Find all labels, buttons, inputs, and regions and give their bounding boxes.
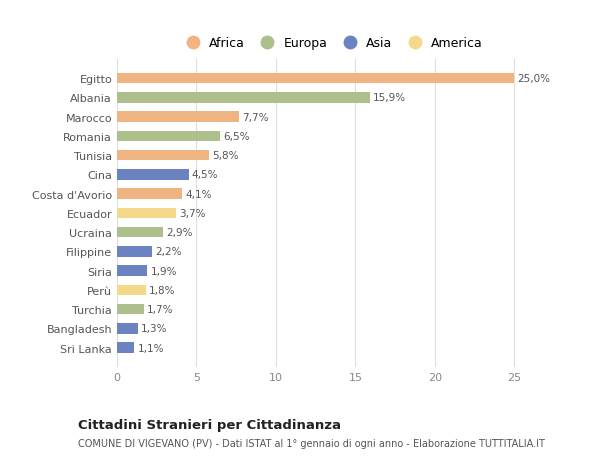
Bar (117, 170, 188, 180)
Bar (117, 227, 163, 238)
Bar (117, 93, 370, 103)
Text: COMUNE DI VIGEVANO (PV) - Dati ISTAT al 1° gennaio di ogni anno - Elaborazione T: COMUNE DI VIGEVANO (PV) - Dati ISTAT al … (78, 438, 545, 448)
Legend: Africa, Europa, Asia, America: Africa, Europa, Asia, America (175, 32, 488, 55)
Text: 2,2%: 2,2% (155, 247, 182, 257)
Bar (117, 208, 176, 219)
Bar (117, 324, 137, 334)
Text: 4,1%: 4,1% (185, 189, 212, 199)
Text: Cittadini Stranieri per Cittadinanza: Cittadini Stranieri per Cittadinanza (78, 418, 341, 431)
Text: 25,0%: 25,0% (517, 74, 550, 84)
Bar (117, 285, 146, 296)
Text: 1,9%: 1,9% (151, 266, 177, 276)
Bar (117, 246, 152, 257)
Text: 1,7%: 1,7% (147, 304, 173, 314)
Text: 5,8%: 5,8% (212, 151, 239, 161)
Bar (117, 151, 209, 161)
Bar (117, 73, 514, 84)
Text: 4,5%: 4,5% (191, 170, 218, 180)
Text: 2,9%: 2,9% (166, 228, 193, 238)
Text: 7,7%: 7,7% (242, 112, 269, 123)
Text: 1,8%: 1,8% (149, 285, 175, 295)
Bar (117, 343, 134, 353)
Bar (117, 131, 220, 142)
Bar (117, 189, 182, 200)
Text: 6,5%: 6,5% (223, 132, 250, 141)
Text: 15,9%: 15,9% (373, 93, 406, 103)
Bar (117, 112, 239, 123)
Text: 1,1%: 1,1% (137, 343, 164, 353)
Bar (117, 266, 147, 276)
Text: 1,3%: 1,3% (141, 324, 167, 334)
Bar (117, 304, 144, 315)
Text: 3,7%: 3,7% (179, 208, 205, 218)
